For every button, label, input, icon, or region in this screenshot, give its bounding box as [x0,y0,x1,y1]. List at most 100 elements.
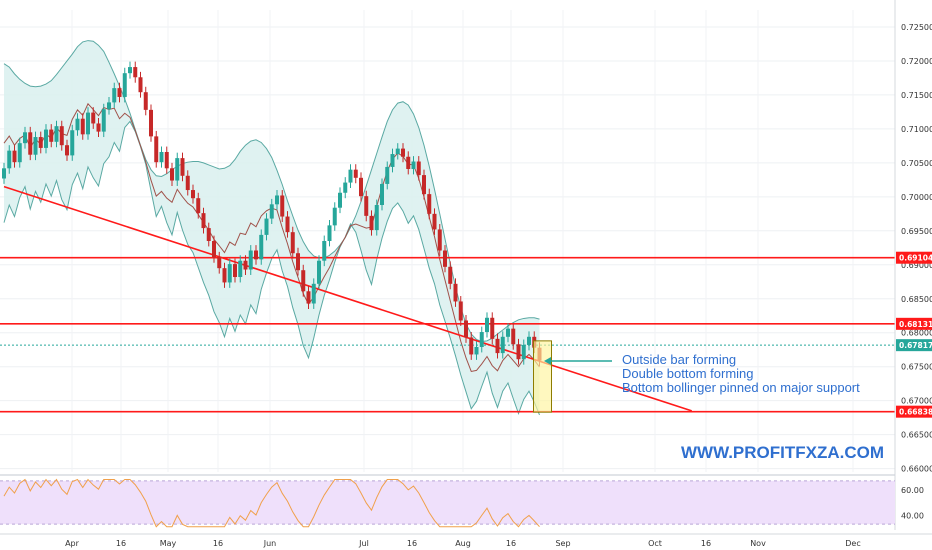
time-axis-bg [0,530,932,550]
trendline[interactable] [3,185,692,412]
candle-body-29 [154,136,159,163]
candle-body-37 [196,198,201,214]
candle-body-32 [170,168,174,181]
y-tick-label-7: 0.69000 [901,261,932,270]
candle-body-77 [406,156,411,169]
candle-body-45 [238,260,243,278]
y-tick-label-2: 0.71500 [901,91,932,100]
candle-body-99 [521,344,526,360]
price-tag-label-1: 0.68131 [899,320,932,329]
candle-body-69 [364,196,369,216]
price-tag-1 [896,317,932,330]
x-tick-label-10: Oct [648,539,662,548]
candle-body-50 [264,218,269,235]
candle-body-91 [479,332,484,347]
candle-body-10 [54,126,59,142]
candle-body-85 [448,266,453,284]
candle-body-93 [490,317,495,339]
candle-body-5 [28,132,33,155]
price-tag-0 [896,251,932,264]
bollinger-bands [3,40,540,416]
candle-body-13 [70,130,75,156]
price-axis-bg [895,0,932,550]
candle-body-86 [453,283,458,302]
candle-body-57 [301,270,306,292]
candle-body-94 [495,338,500,354]
candle-body-88 [464,320,468,338]
price-tag-2 [896,339,932,352]
time-axis[interactable]: Apr 16 May 16 Jun Jul 16 Aug 16 Sep Oct 16 Nov Dec [0,530,932,550]
x-tick-label-4: Jun [263,539,277,548]
price-tag-label-3: 0.66838 [899,408,932,417]
candle-body-98 [516,344,521,360]
candle-body-100 [527,336,531,345]
x-tick-label-7: Aug [455,539,471,548]
y-tick-label-12: 0.66500 [901,431,932,440]
y-tick-label-5: 0.70000 [901,193,932,202]
candle-body-30 [159,151,164,163]
candle-body-43 [227,264,232,283]
candle-body-25 [133,67,138,78]
candle-body-34 [180,158,185,176]
candle-body-16 [86,112,90,135]
candle-body-41 [217,257,222,269]
candle-body-62 [327,225,332,241]
x-tick-label-12: Nov [750,539,766,548]
y-tick-label-11: 0.67000 [901,397,932,406]
candle-body-65 [343,182,348,193]
x-tick-label-1: 16 [116,539,126,548]
support-levels [0,185,895,413]
highlight-box[interactable] [533,340,552,413]
y-tick-label-9: 0.68000 [901,329,932,338]
osc-tick-label-0: 60.00 [901,486,924,495]
watermark-text: WWW.PROFITFXZA.COM [681,443,884,462]
candle-body-71 [374,204,379,231]
candle-body-67 [353,169,358,178]
candle-body-64 [338,192,342,208]
y-tick-label-1: 0.72000 [901,57,932,66]
candle-body-55 [290,232,295,254]
candle-body-58 [306,291,311,304]
y-tick-label-10: 0.67500 [901,363,932,372]
candle-body-23 [122,73,127,97]
x-tick-label-5: Jul [358,539,369,548]
candle-body-18 [96,123,101,132]
candle-body-2 [12,150,17,163]
candle-body-26 [138,77,143,93]
candle-body-3 [17,143,22,163]
candle-body-51 [269,204,274,219]
candle-body-68 [359,177,363,197]
candle-body-24 [128,67,132,74]
candle-body-61 [322,241,327,261]
candle-body-80 [422,175,426,195]
grid-layer [0,10,895,472]
candle-body-36 [191,190,195,199]
x-tick-label-13: Dec [845,539,860,548]
candle-body-39 [206,228,211,241]
y-tick-label-8: 0.68500 [901,295,932,304]
candle-body-11 [59,126,64,146]
x-tick-label-2: May [160,539,177,548]
candle-body-9 [49,129,54,142]
candle-body-70 [369,215,374,231]
candle-body-19 [101,109,106,132]
osc-line [3,478,540,528]
candle-body-96 [506,328,510,337]
candle-body-14 [75,118,80,131]
oscillator-pane: 60.00 40.00 [0,474,924,528]
candle-body-56 [296,253,300,271]
x-tick-label-3: 16 [213,539,223,548]
candle-body-35 [185,175,190,191]
candle-body-27 [143,92,148,110]
candle-body-82 [432,213,437,230]
candle-body-97 [511,328,516,345]
candle-body-40 [212,241,216,258]
osc-tick-label-1: 40.00 [901,511,924,520]
price-axis[interactable]: 0.72500 0.72000 0.71500 0.71000 0.70500 0.700… [894,0,932,550]
candle-body-1 [7,150,12,169]
candle-body-73 [385,166,390,184]
annotation-bollinger-support: Bottom bollinger pinned on major support [622,380,860,395]
x-tick-label-8: 16 [506,539,516,548]
candle-body-15 [80,118,85,135]
